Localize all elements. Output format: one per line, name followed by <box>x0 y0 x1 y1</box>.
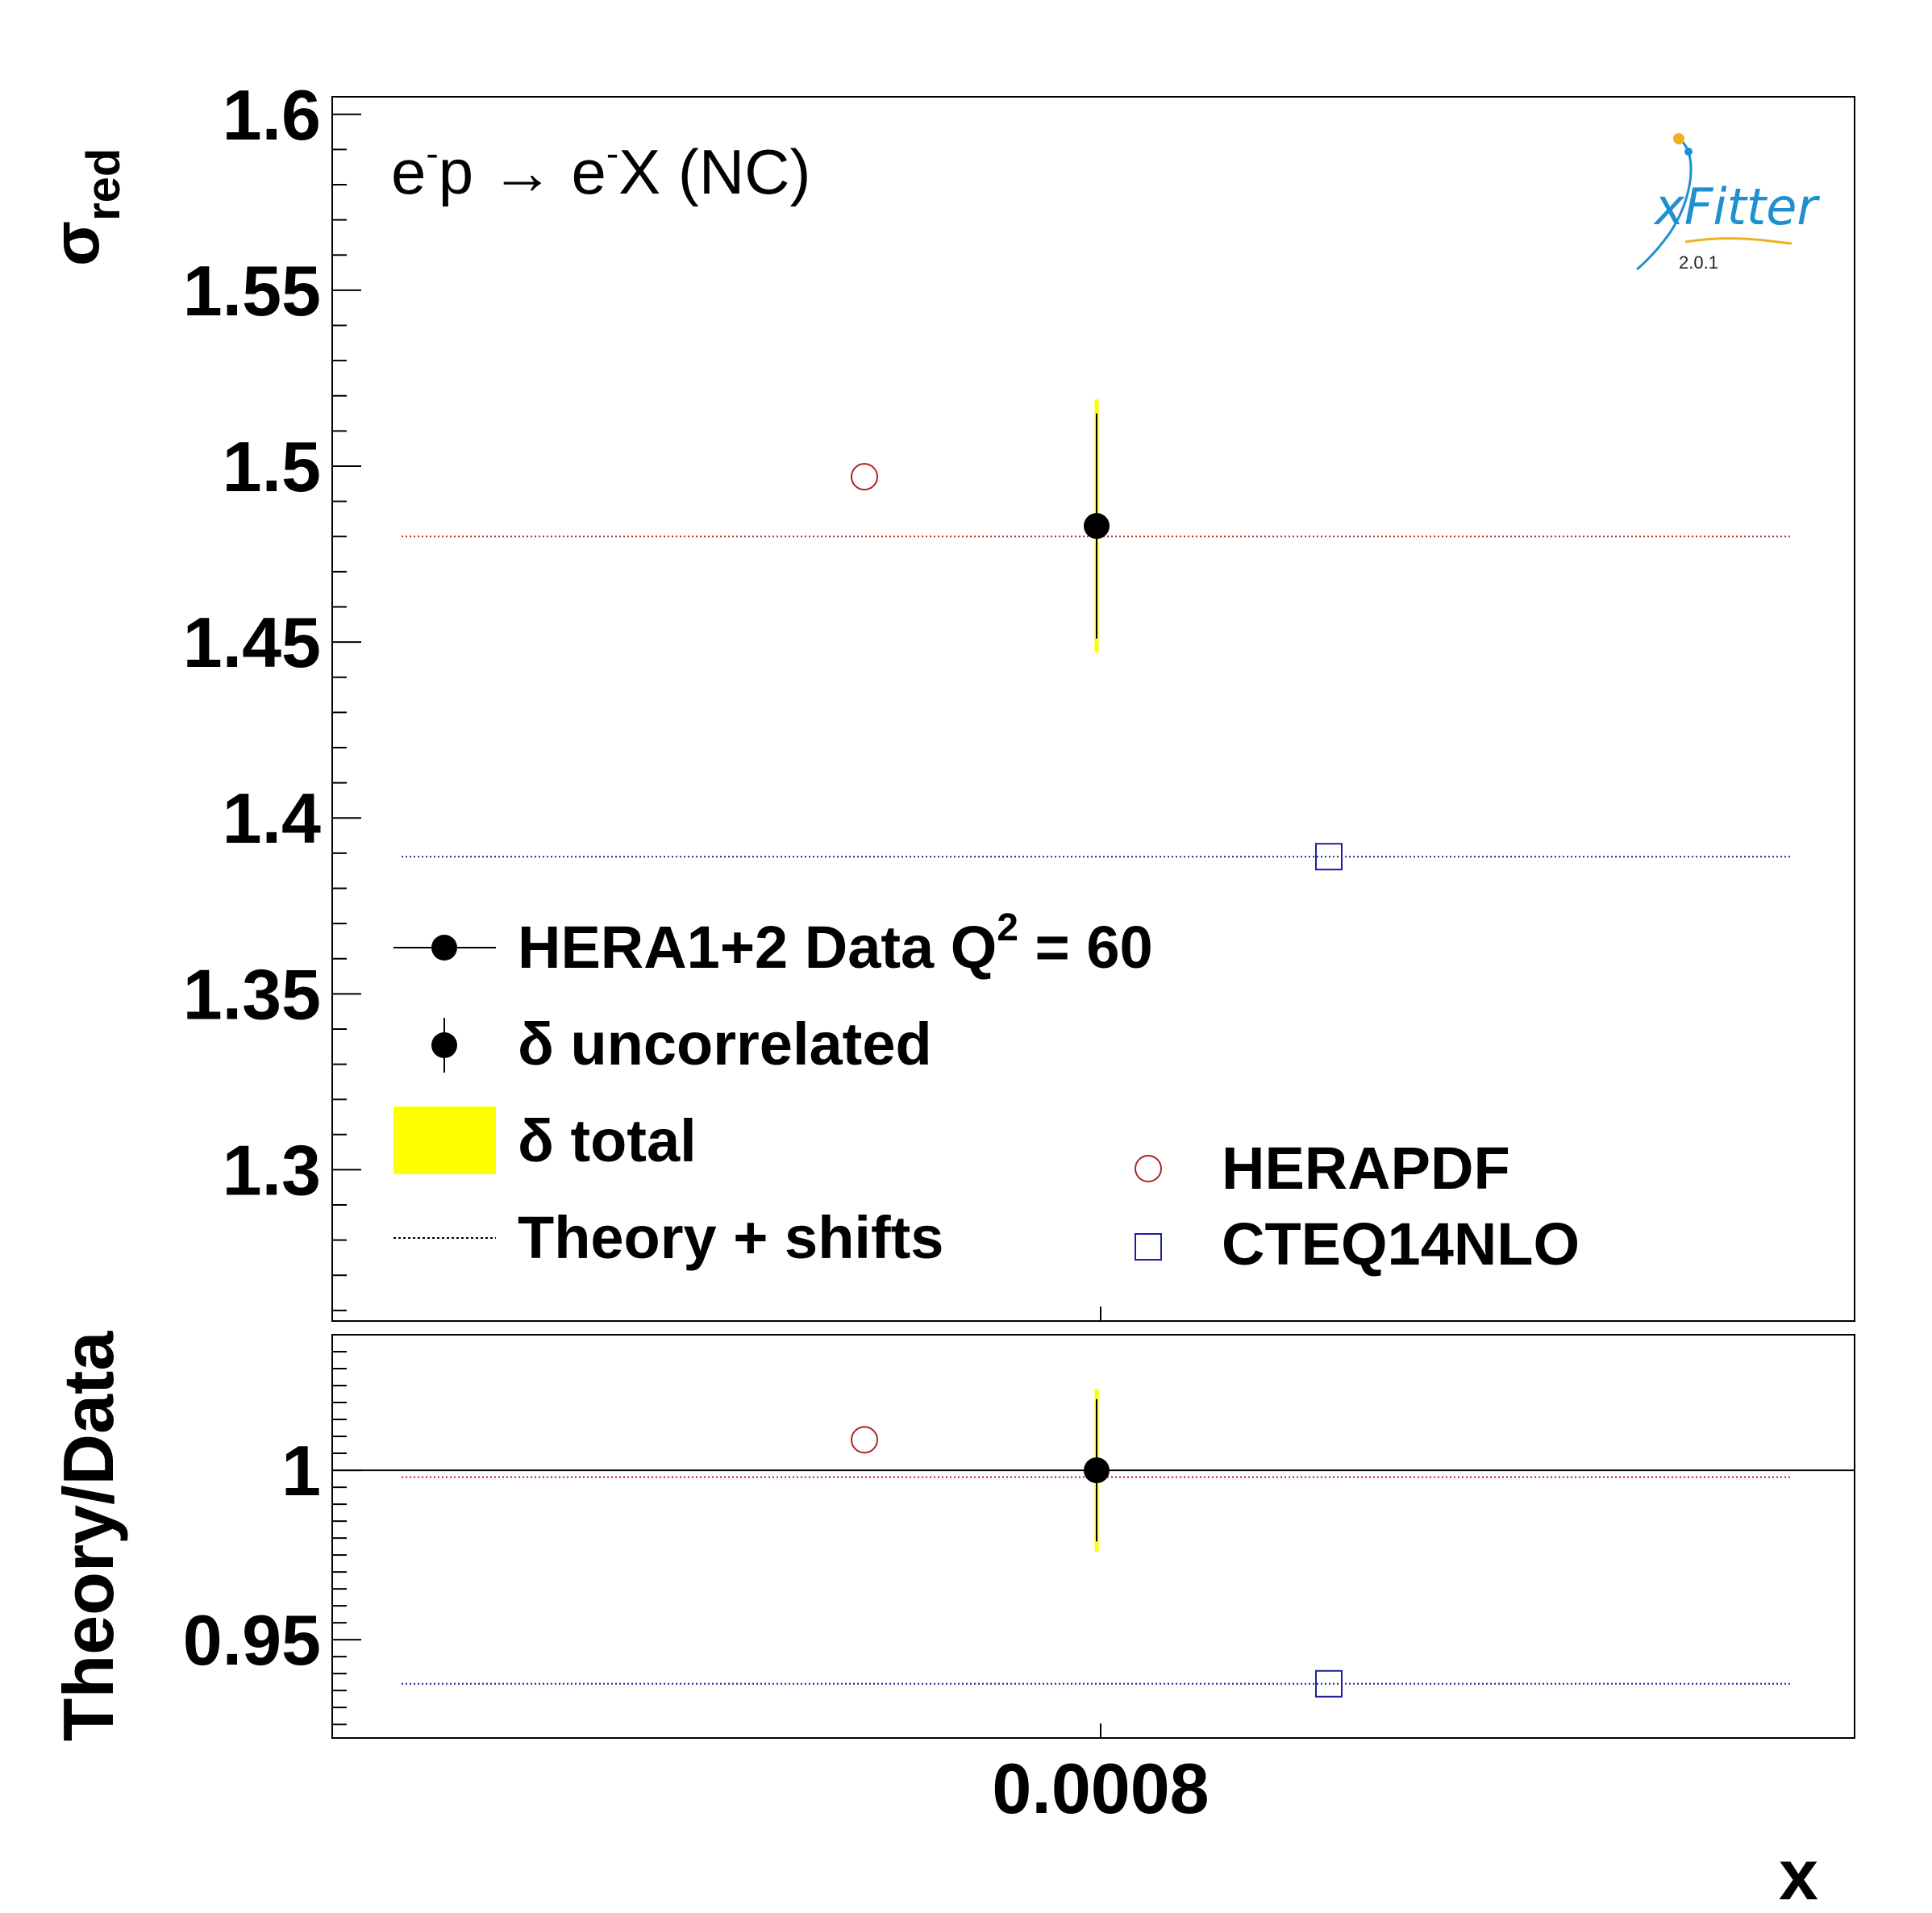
cteq-point <box>1315 843 1343 871</box>
legend-cteq-label: CTEQ14NLO <box>1222 1211 1580 1277</box>
svg-text:σred: σred <box>40 148 130 266</box>
legend-data-marker <box>431 935 457 961</box>
logo-version: 2.0.1 <box>1679 252 1718 273</box>
y-tick-label: 1.4 <box>223 778 321 858</box>
logo-curve-2 <box>1684 237 1793 245</box>
legend-unc-marker <box>431 1032 457 1058</box>
top-y-axis-title: σred <box>40 148 130 266</box>
legend-unc-label: δ uncorrelated <box>518 1011 932 1077</box>
legend-data-label: HERA1+2 Data Q2 = 60 <box>518 906 1153 981</box>
legend: HERA1+2 Data Q2 = 60 δ uncorrelated δ to… <box>393 906 1580 1277</box>
legend-cteq-marker <box>1135 1233 1162 1261</box>
bottom-panel-frame <box>331 1334 1855 1739</box>
process-label: e-p → e-X (NC) <box>391 132 810 207</box>
x-axis-title: x <box>1779 1835 1818 1913</box>
top-data-layer <box>402 399 1792 871</box>
y-tick-label: 1.5 <box>223 427 321 506</box>
y-tick-label: 1.45 <box>183 602 321 682</box>
data-point <box>1084 513 1110 540</box>
y-title-sub: red <box>77 148 130 221</box>
legend-total-swatch <box>393 1107 496 1174</box>
bottom-data-layer <box>332 1389 1855 1698</box>
y-tick-label: 1 <box>281 1431 321 1511</box>
y-title-sigma: σ <box>40 221 113 266</box>
legend-total-label: δ total <box>518 1107 697 1174</box>
logo-dot <box>1673 133 1684 144</box>
y-tick-label: 1.35 <box>183 954 321 1034</box>
y-tick-label: 1.3 <box>223 1130 321 1210</box>
herapdf-point <box>851 1426 878 1454</box>
legend-herapdf-label: HERAPDF <box>1222 1135 1510 1202</box>
y-tick-label: 1.55 <box>183 251 321 331</box>
cteq-point <box>1315 1669 1343 1698</box>
top-panel-frame <box>331 96 1855 1322</box>
logo-dot-2 <box>1684 148 1693 156</box>
bottom-y-axis-title: Theory/Data <box>48 1331 128 1742</box>
bottom-y-axis: 0.95 1 <box>183 1334 361 1726</box>
xfitter-logo: xFitter 2.0.1 <box>1636 133 1820 273</box>
logo-name: xFitter <box>1653 177 1820 236</box>
top-y-axis: 1.3 1.35 1.4 1.45 1.5 1.55 1.6 <box>183 75 361 1311</box>
legend-herapdf-marker <box>1135 1155 1162 1182</box>
legend-theory-label: Theory + shifts <box>518 1204 943 1271</box>
herapdf-point <box>851 463 878 491</box>
data-point <box>1084 1457 1110 1484</box>
y-tick-label: 0.95 <box>183 1600 321 1680</box>
x-tick-label: 0.0008 <box>992 1748 1209 1828</box>
y-tick-label: 1.6 <box>223 75 321 155</box>
